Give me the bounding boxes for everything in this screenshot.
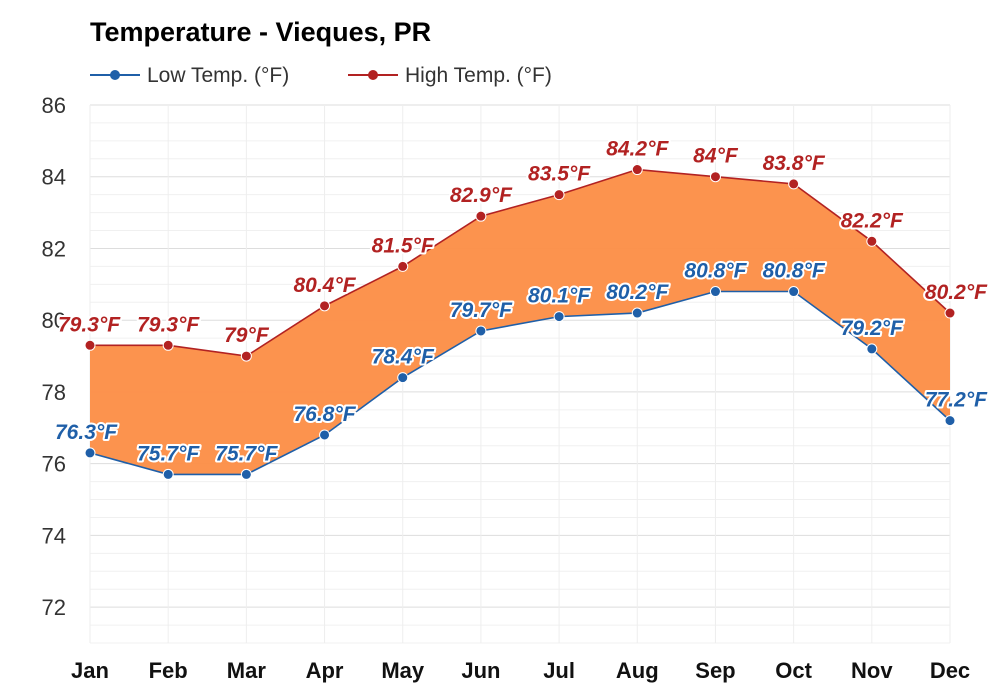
high-temp-label-feb: 79.3°F bbox=[137, 313, 200, 336]
x-tick-label: Aug bbox=[616, 658, 659, 683]
x-tick-label: Jul bbox=[543, 658, 575, 683]
high-temp-label-sep: 84°F bbox=[693, 145, 739, 168]
low-temp-label-may: 78.4°F bbox=[372, 346, 435, 369]
low-temp-label-dec: 77.2°F bbox=[925, 389, 988, 412]
y-tick-label: 86 bbox=[42, 93, 66, 118]
high-temp-label-dec: 80.2°F bbox=[925, 281, 988, 304]
x-tick-label: Jan bbox=[71, 658, 109, 683]
low-temp-label-nov: 79.2°F bbox=[841, 317, 904, 340]
y-tick-label: 84 bbox=[42, 165, 66, 190]
x-tick-label: Dec bbox=[930, 658, 970, 683]
y-tick-label: 78 bbox=[42, 380, 66, 405]
high-temp-label-jul: 83.5°F bbox=[528, 163, 591, 186]
high-temp-label-apr: 80.4°F bbox=[293, 274, 356, 297]
high-temp-label-nov: 82.2°F bbox=[841, 209, 904, 232]
high-temp-label-jan: 79.3°F bbox=[58, 313, 121, 336]
temperature-range-band bbox=[90, 169, 950, 475]
high-temp-point-may[interactable] bbox=[397, 260, 409, 272]
low-temp-label-jan: 76.3°F bbox=[55, 421, 118, 444]
high-temp-line bbox=[90, 168, 951, 357]
y-tick-label: 76 bbox=[42, 452, 66, 477]
high-temp-point-apr[interactable] bbox=[319, 300, 331, 312]
high-temp-point-aug[interactable] bbox=[631, 164, 643, 176]
low-temp-label-apr: 76.8°F bbox=[293, 403, 356, 426]
data-points bbox=[84, 164, 956, 480]
y-axis-ticks: 72 74 76 78 80 82 84 86 bbox=[42, 93, 66, 620]
low-temp-line bbox=[89, 290, 951, 476]
legend-item-high[interactable]: High Temp. (°F) bbox=[348, 64, 552, 87]
x-axis-ticks: Jan Feb Mar Apr May Jun Jul Aug Sep Oct Nov Dec bbox=[71, 658, 970, 683]
low-temp-point-nov[interactable] bbox=[866, 343, 878, 355]
high-temp-label-mar: 79°F bbox=[224, 324, 270, 347]
chart-title: Temperature - Vieques, PR bbox=[90, 17, 431, 47]
low-temp-point-jan[interactable] bbox=[84, 447, 96, 459]
low-temp-label-mar: 75.7°F bbox=[215, 442, 278, 465]
high-temp-point-feb[interactable] bbox=[162, 339, 174, 351]
high-temp-label-aug: 84.2°F bbox=[606, 138, 669, 161]
low-temp-point-oct[interactable] bbox=[788, 286, 800, 298]
x-tick-label: Apr bbox=[306, 658, 344, 683]
low-temp-label-aug: 80.2°F bbox=[606, 281, 669, 304]
x-tick-label: May bbox=[381, 658, 425, 683]
legend-low-marker bbox=[110, 70, 120, 80]
low-temp-label-sep: 80.8°F bbox=[684, 260, 747, 283]
high-temp-point-mar[interactable] bbox=[240, 350, 252, 362]
low-temp-point-sep[interactable] bbox=[709, 286, 721, 298]
high-temp-label-oct: 83.8°F bbox=[763, 152, 826, 175]
low-temp-point-dec[interactable] bbox=[944, 415, 956, 427]
x-tick-label: Jun bbox=[461, 658, 500, 683]
x-tick-label: Oct bbox=[775, 658, 812, 683]
low-temp-label-oct: 80.8°F bbox=[763, 260, 826, 283]
x-tick-label: Nov bbox=[851, 658, 893, 683]
y-tick-label: 72 bbox=[42, 595, 66, 620]
high-temp-point-nov[interactable] bbox=[866, 235, 878, 247]
y-tick-label: 80 bbox=[42, 308, 66, 333]
low-temp-point-apr[interactable] bbox=[319, 429, 331, 441]
high-temp-point-dec[interactable] bbox=[944, 307, 956, 319]
high-temp-point-sep[interactable] bbox=[709, 171, 721, 183]
low-temp-point-jul[interactable] bbox=[553, 311, 565, 323]
low-temp-point-aug[interactable] bbox=[631, 307, 643, 319]
data-labels: 76.3°F 75.7°F 75.7°F 76.8°F 78.4°F 79.7°F 80.1… bbox=[53, 136, 990, 468]
legend: Low Temp. (°F) High Temp. (°F) bbox=[90, 64, 552, 87]
legend-item-low[interactable]: Low Temp. (°F) bbox=[90, 64, 289, 87]
x-tick-label: Feb bbox=[149, 658, 188, 683]
high-temp-point-jan[interactable] bbox=[84, 339, 96, 351]
high-temp-label-may: 81.5°F bbox=[372, 234, 435, 257]
high-temp-point-oct[interactable] bbox=[788, 178, 800, 190]
high-temp-label-jun: 82.9°F bbox=[450, 184, 513, 207]
x-tick-label: Mar bbox=[227, 658, 267, 683]
low-temp-label-feb: 75.7°F bbox=[137, 442, 200, 465]
x-tick-label: Sep bbox=[695, 658, 735, 683]
high-temp-point-jun[interactable] bbox=[475, 210, 487, 222]
y-tick-label: 82 bbox=[42, 236, 66, 261]
high-temp-point-jul[interactable] bbox=[553, 189, 565, 201]
low-temp-label-jun: 79.7°F bbox=[450, 299, 513, 322]
low-temp-point-jun[interactable] bbox=[475, 325, 487, 337]
series-lines bbox=[89, 168, 951, 476]
legend-low-label: Low Temp. (°F) bbox=[147, 64, 289, 87]
low-temp-label-jul: 80.1°F bbox=[528, 285, 591, 308]
low-temp-point-mar[interactable] bbox=[240, 468, 252, 480]
y-tick-label: 74 bbox=[42, 523, 66, 548]
low-temp-point-may[interactable] bbox=[397, 372, 409, 384]
low-temp-point-feb[interactable] bbox=[162, 468, 174, 480]
legend-high-marker bbox=[368, 70, 378, 80]
legend-high-label: High Temp. (°F) bbox=[405, 64, 552, 87]
range-band-fill bbox=[90, 169, 950, 475]
